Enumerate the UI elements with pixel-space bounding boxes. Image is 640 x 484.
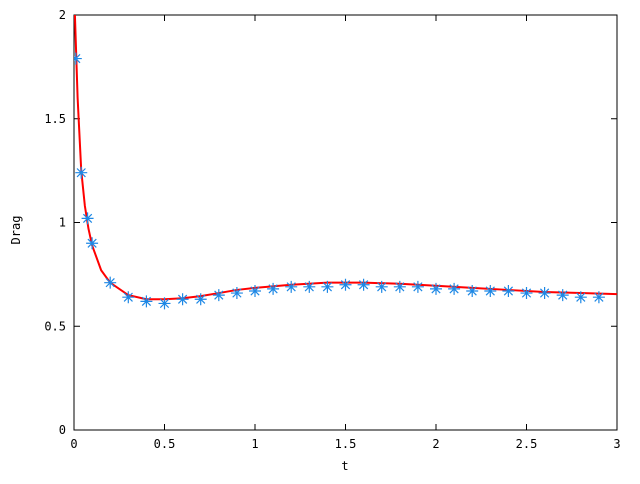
data-line <box>74 15 617 301</box>
x-tick-label: 2 <box>432 437 439 451</box>
data-point <box>285 280 298 293</box>
plot-frame <box>73 14 618 431</box>
data-point <box>592 291 605 304</box>
y-axis-label: Drag <box>9 216 23 245</box>
x-tick-label: 1 <box>251 437 258 451</box>
data-point <box>176 293 189 306</box>
data-point <box>122 291 135 304</box>
data-point <box>158 297 171 310</box>
data-point <box>267 282 280 295</box>
data-point <box>574 291 587 304</box>
x-tick-label: 2.5 <box>516 437 538 451</box>
data-point <box>74 52 82 65</box>
data-point <box>81 212 94 225</box>
data-point <box>104 276 117 289</box>
data-point <box>448 282 461 295</box>
data-point <box>538 287 551 300</box>
x-tick-label: 1.5 <box>335 437 357 451</box>
data-point <box>339 278 352 291</box>
x-axis-label: t <box>341 459 348 473</box>
data-point <box>556 289 569 302</box>
data-point <box>430 282 442 295</box>
data-point <box>249 284 261 297</box>
y-tick-label: 0 <box>59 423 66 437</box>
data-point <box>303 280 316 293</box>
x-tick-label: 0 <box>70 437 77 451</box>
y-tick-label: 0.5 <box>44 319 66 333</box>
data-point <box>321 280 334 293</box>
data-point <box>140 295 153 308</box>
data-point <box>411 280 424 293</box>
data-point <box>520 287 533 300</box>
y-tick-label: 2 <box>59 8 66 22</box>
data-point <box>393 280 406 293</box>
y-tick-label: 1.5 <box>44 112 66 126</box>
plot-area <box>74 15 617 310</box>
data-point <box>194 293 207 306</box>
data-point <box>230 287 243 300</box>
data-point <box>86 237 99 250</box>
x-tick-label: 0.5 <box>154 437 176 451</box>
y-tick-label: 1 <box>59 216 66 230</box>
data-point <box>484 284 497 297</box>
data-point <box>212 289 225 302</box>
data-point <box>357 278 370 291</box>
data-point <box>466 284 479 297</box>
data-point <box>375 280 388 293</box>
data-point <box>75 166 88 179</box>
data-point <box>502 284 515 297</box>
x-tick-label: 3 <box>613 437 620 451</box>
